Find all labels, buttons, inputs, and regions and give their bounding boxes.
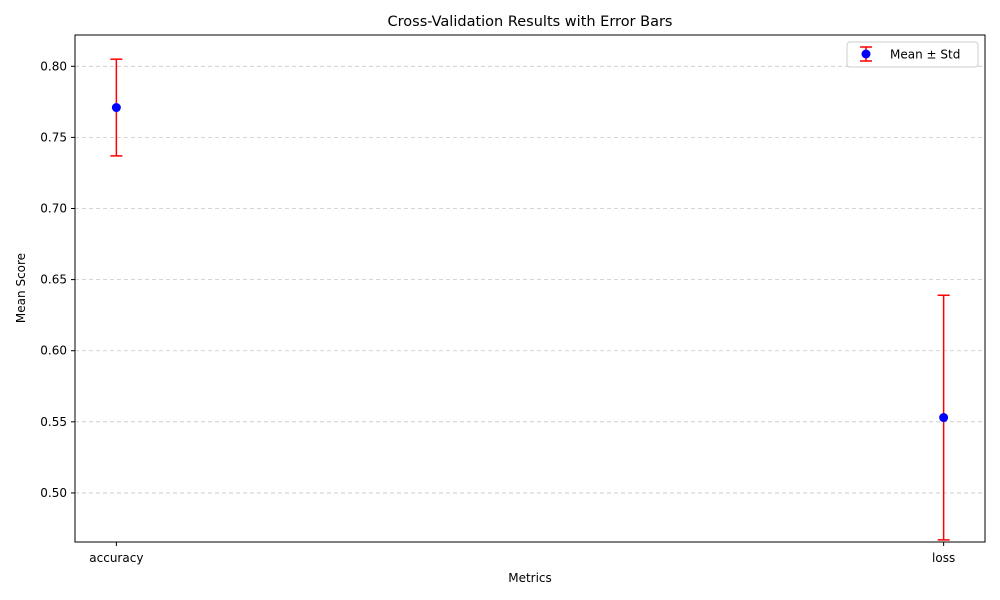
y-tick-label: 0.65 [40, 273, 67, 287]
y-axis-label: Mean Score [14, 253, 28, 323]
x-axis-ticks: accuracy loss [89, 542, 955, 565]
x-tick-label: loss [932, 551, 955, 565]
legend-label: Mean ± Std [890, 48, 960, 62]
plot-frame [74, 34, 986, 543]
x-tick-label: accuracy [89, 551, 143, 565]
marker-layer [111, 103, 949, 423]
y-tick-label: 0.60 [40, 344, 67, 358]
y-tick-label: 0.55 [40, 415, 67, 429]
legend-marker [861, 49, 871, 59]
y-tick-label: 0.80 [40, 59, 67, 73]
y-axis-ticks: 0.50 0.55 0.60 0.65 0.70 0.75 0.80 [40, 59, 75, 500]
chart-title: Cross-Validation Results with Error Bars [388, 14, 673, 30]
y-tick-label: 0.75 [40, 130, 67, 144]
data-point-marker [939, 413, 949, 423]
grid-layer [75, 65, 985, 494]
legend-box [846, 41, 979, 68]
y-tick-label: 0.50 [40, 486, 67, 500]
x-axis-label: Metrics [508, 571, 552, 585]
data-point-marker [111, 103, 121, 113]
errorbar-layer [110, 58, 950, 541]
legend: Mean ± Std [846, 41, 979, 68]
y-tick-label: 0.70 [40, 202, 67, 216]
